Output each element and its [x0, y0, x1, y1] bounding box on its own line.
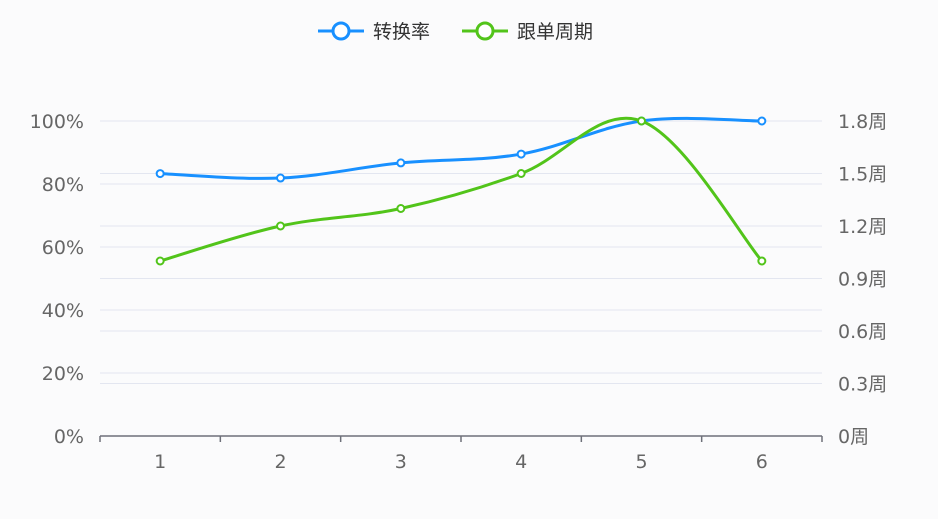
y-left-tick-label: 40% — [42, 300, 84, 322]
y-left-tick-label: 0% — [54, 426, 84, 448]
legend-circle-icon — [331, 21, 351, 41]
legend-circle-icon — [475, 21, 495, 41]
legend-label: 转换率 — [373, 21, 430, 43]
y-right-tick-label: 0.3周 — [838, 374, 887, 396]
y-right-tick-label: 1.5周 — [838, 164, 887, 186]
y-right-tick-label: 0.6周 — [838, 321, 887, 343]
data-point — [276, 221, 285, 231]
y-right-tick-label: 0周 — [838, 426, 869, 448]
x-tick-label: 2 — [274, 451, 286, 473]
x-tick-label: 4 — [515, 451, 527, 473]
y-left-tick-label: 100% — [30, 111, 84, 133]
data-point — [155, 256, 165, 266]
series-line-1 — [160, 116, 762, 180]
x-tick-label: 5 — [635, 451, 647, 473]
y-right-tick-label: 1.2周 — [838, 216, 887, 238]
x-tick-label: 1 — [154, 451, 166, 473]
data-point — [155, 169, 165, 179]
data-point — [276, 173, 285, 183]
y-right-tick-label: 1.8周 — [838, 111, 887, 133]
series-line-2 — [159, 116, 763, 263]
data-point — [757, 256, 767, 266]
legend-item-2[interactable]: 跟单周期 — [462, 21, 593, 43]
y-left-tick-label: 60% — [42, 237, 84, 259]
data-point — [516, 149, 526, 159]
x-tick-label: 6 — [756, 451, 768, 473]
y-left-tick-label: 20% — [42, 363, 84, 385]
x-tick-label: 3 — [395, 451, 407, 473]
legend-item-1[interactable]: 转换率 — [318, 21, 430, 43]
data-point — [757, 116, 767, 126]
data-point — [637, 116, 646, 126]
y-left-tick-label: 80% — [42, 174, 84, 196]
data-point — [396, 158, 406, 168]
legend-label: 跟单周期 — [517, 21, 593, 43]
y-right-tick-label: 0.9周 — [838, 269, 887, 291]
data-point — [516, 169, 526, 178]
data-point — [396, 204, 406, 213]
